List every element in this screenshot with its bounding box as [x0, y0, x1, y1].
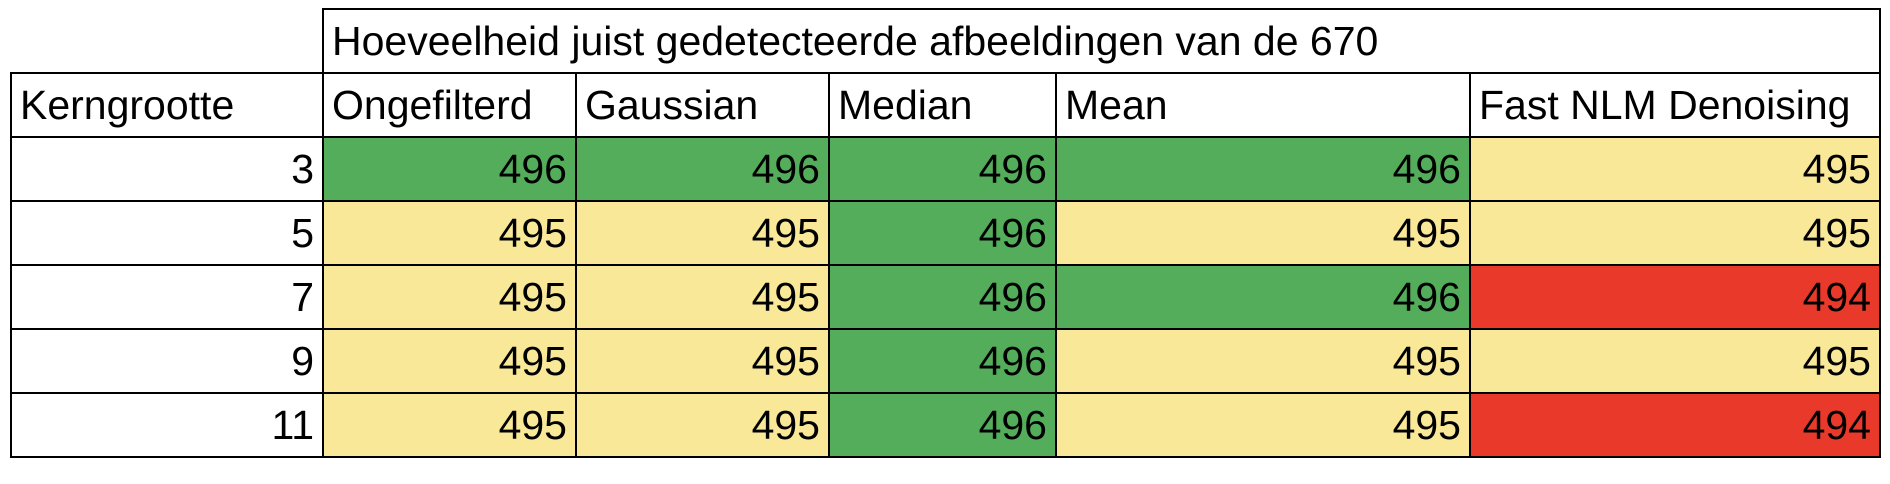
value-cell: 496 [575, 136, 830, 202]
value-cell: 495 [575, 200, 830, 266]
value-cell: 496 [828, 200, 1057, 266]
value-cell: 495 [1469, 136, 1881, 202]
column-header-median: Median [828, 72, 1057, 138]
value-cell: 495 [575, 328, 830, 394]
value-cell: 495 [575, 264, 830, 330]
value-cell: 496 [828, 264, 1057, 330]
value-cell: 496 [828, 136, 1057, 202]
value-cell: 494 [1469, 264, 1881, 330]
value-cell: 496 [1055, 264, 1471, 330]
value-cell: 494 [1469, 392, 1881, 458]
column-header-gaussian: Gaussian [575, 72, 830, 138]
value-cell: 495 [322, 264, 577, 330]
value-cell: 496 [1055, 136, 1471, 202]
table-row: 9 495 495 496 495 495 [10, 328, 1881, 394]
row-label-cell: 9 [10, 328, 324, 394]
results-table: Hoeveelheid juist gedetecteerde afbeeldi… [10, 8, 1881, 458]
column-header-row: Kerngrootte Ongefilterd Gaussian Median … [10, 72, 1881, 138]
value-cell: 496 [828, 392, 1057, 458]
value-cell: 496 [828, 328, 1057, 394]
value-cell: 496 [322, 136, 577, 202]
table-row: 11 495 495 496 495 494 [10, 392, 1881, 458]
table-row: 7 495 495 496 496 494 [10, 264, 1881, 330]
data-rows: 3 496 496 496 496 495 5 495 495 496 495 495 7 495 495 4… [10, 136, 1881, 458]
row-label-cell: 3 [10, 136, 324, 202]
value-cell: 495 [322, 200, 577, 266]
value-cell: 495 [1055, 392, 1471, 458]
row-header-label: Kerngrootte [10, 72, 324, 138]
value-cell: 495 [1055, 200, 1471, 266]
table-row: 3 496 496 496 496 495 [10, 136, 1881, 202]
empty-corner-cell [11, 9, 324, 74]
value-cell: 495 [1055, 328, 1471, 394]
row-label-cell: 7 [10, 264, 324, 330]
value-cell: 495 [1469, 200, 1881, 266]
value-cell: 495 [322, 328, 577, 394]
value-cell: 495 [575, 392, 830, 458]
column-header-fast-nlm-denoising: Fast NLM Denoising [1469, 72, 1881, 138]
table-title: Hoeveelheid juist gedetecteerde afbeeldi… [322, 8, 1881, 74]
column-header-mean: Mean [1055, 72, 1471, 138]
row-label-cell: 5 [10, 200, 324, 266]
value-cell: 495 [322, 392, 577, 458]
column-header-ongefilterd: Ongefilterd [322, 72, 577, 138]
title-row: Hoeveelheid juist gedetecteerde afbeeldi… [11, 8, 1881, 74]
row-label-cell: 11 [10, 392, 324, 458]
table-row: 5 495 495 496 495 495 [10, 200, 1881, 266]
value-cell: 495 [1469, 328, 1881, 394]
